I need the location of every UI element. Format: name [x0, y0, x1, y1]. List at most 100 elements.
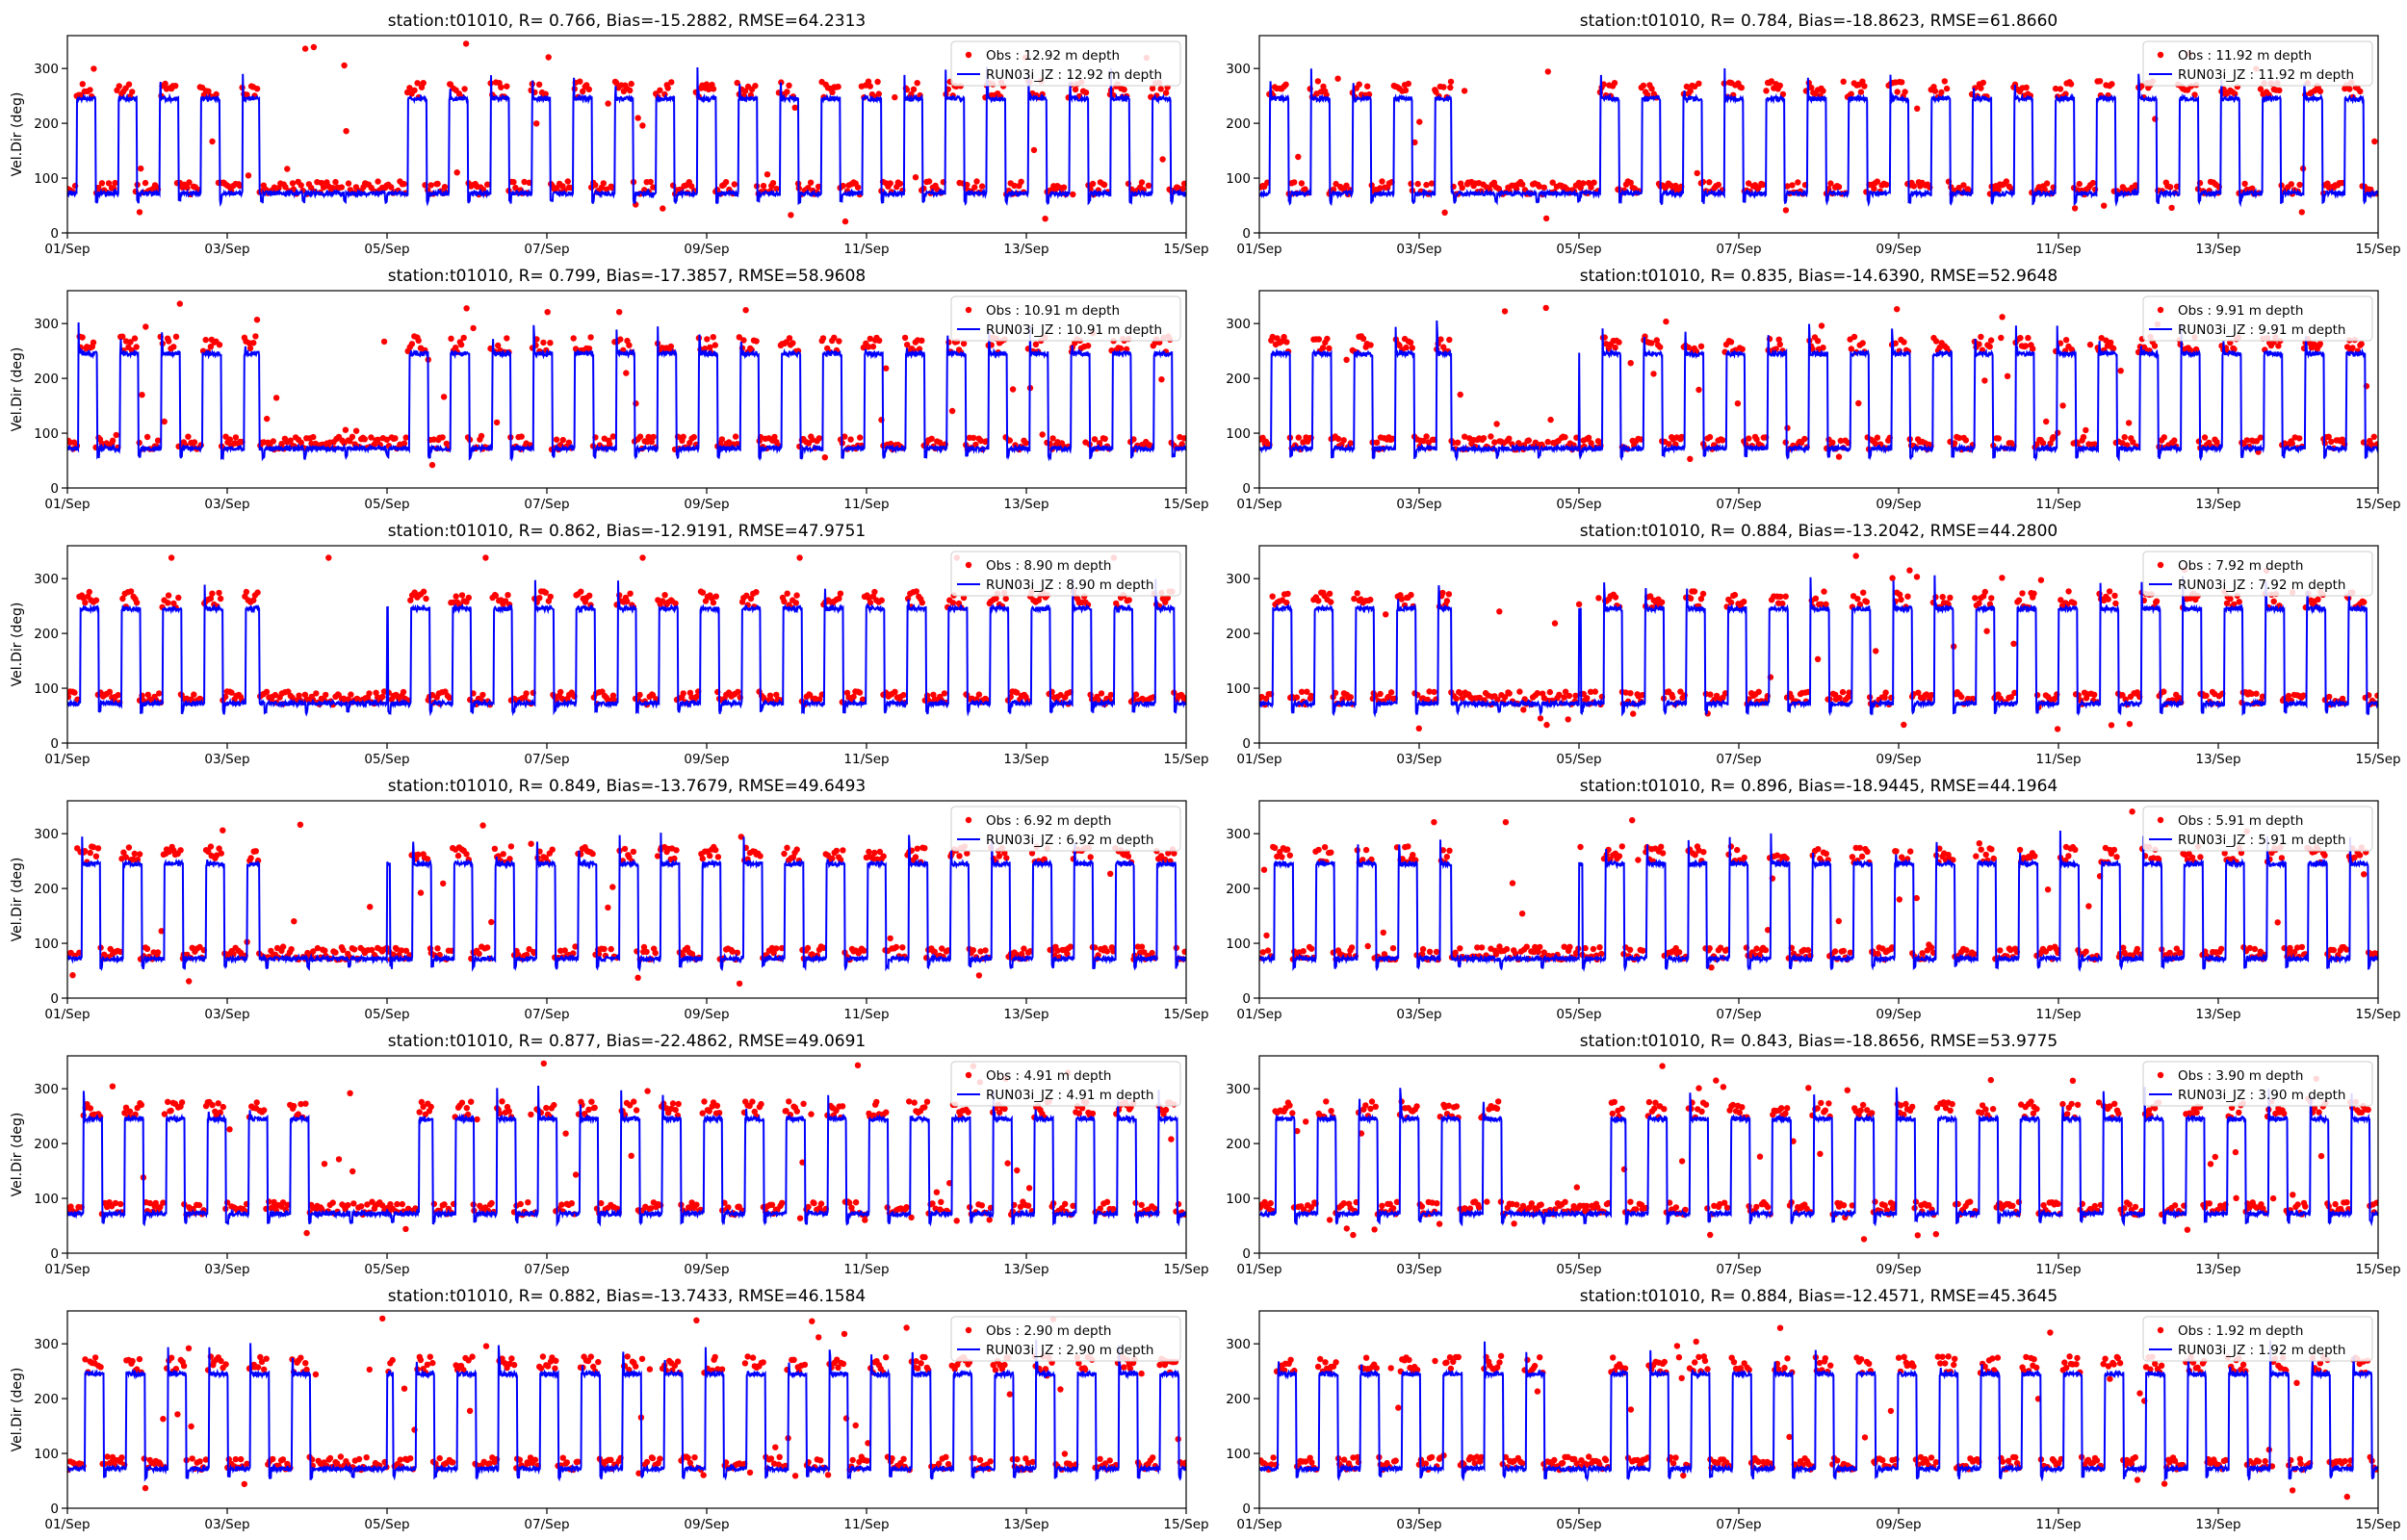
obs-point [2032, 853, 2038, 860]
obs-point [1727, 599, 1735, 606]
plot-area [67, 300, 1186, 469]
obs-point [2019, 590, 2026, 597]
y-tick-label: 300 [34, 317, 59, 332]
obs-point [523, 690, 530, 697]
obs-point [1180, 435, 1186, 442]
obs-point [1892, 340, 1899, 346]
obs-point [758, 1100, 764, 1108]
obs-point [2326, 693, 2333, 701]
obs-point [1831, 948, 1839, 955]
obs-point [1107, 870, 1114, 877]
obs-point [1809, 346, 1816, 352]
obs-point [1588, 440, 1594, 447]
obs-point [920, 185, 927, 192]
obs-point [1402, 87, 1410, 94]
obs-point [414, 80, 421, 87]
obs-point [1896, 591, 1903, 598]
obs-point [252, 848, 259, 855]
obs-point [309, 696, 317, 704]
obs-point [609, 884, 616, 890]
obs-point [2274, 919, 2281, 926]
obs-point [1315, 336, 1323, 343]
obs-point [565, 439, 573, 446]
obs-point [1117, 345, 1125, 352]
obs-point [736, 334, 742, 341]
y-tick-label: 0 [50, 1246, 59, 1262]
obs-point [1776, 341, 1784, 347]
obs-point [1835, 453, 1843, 460]
obs-point [1544, 68, 1552, 75]
obs-point [1962, 437, 1970, 444]
obs-point [209, 590, 216, 597]
obs-point [2062, 337, 2070, 344]
obs-point [1820, 88, 1826, 94]
obs-point [1453, 695, 1460, 703]
obs-point [1340, 437, 1347, 444]
obs-point [1089, 180, 1097, 188]
obs-point [2134, 689, 2140, 696]
obs-point [2217, 945, 2225, 952]
obs-point [591, 1104, 598, 1112]
obs-point [906, 1098, 913, 1105]
obs-point [1476, 694, 1484, 702]
obs-point [439, 434, 446, 441]
obs-point [1958, 693, 1965, 701]
obs-point [1326, 590, 1333, 597]
obs-point [847, 436, 854, 443]
obs-point [1812, 595, 1820, 602]
obs-point [482, 554, 489, 561]
obs-point [349, 433, 356, 440]
obs-point [1658, 599, 1666, 605]
obs-point [1640, 82, 1647, 90]
obs-point [207, 344, 215, 350]
obs-point [805, 1203, 812, 1211]
obs-point [628, 1152, 634, 1160]
x-tick-label: 01/Sep [1236, 497, 1281, 512]
obs-point [144, 691, 151, 698]
x-tick-label: 13/Sep [2195, 242, 2240, 257]
obs-point [1447, 78, 1455, 86]
obs-point [609, 433, 616, 440]
obs-point [2167, 184, 2174, 191]
obs-point [284, 166, 291, 172]
obs-point [1334, 435, 1342, 443]
obs-point [1629, 817, 1636, 824]
subplot-title: station:t01010, R= 0.766, Bias=-15.2882,… [388, 12, 866, 31]
obs-point [786, 82, 792, 90]
obs-point [253, 317, 261, 323]
y-tick-label: 200 [34, 627, 59, 642]
obs-point [960, 340, 968, 347]
obs-point [320, 184, 327, 191]
subplot-title: station:t01010, R= 0.849, Bias=-13.7679,… [388, 777, 866, 796]
obs-point [1320, 83, 1327, 90]
y-tick-label: 200 [34, 372, 59, 387]
obs-point [289, 180, 297, 187]
obs-point [722, 179, 730, 186]
obs-point [866, 848, 872, 856]
obs-point [1282, 81, 1289, 89]
obs-point [1433, 948, 1440, 956]
obs-point [883, 1109, 890, 1116]
obs-point [880, 853, 887, 860]
obs-point [609, 692, 617, 699]
obs-point [287, 437, 294, 444]
obs-point [1343, 356, 1350, 363]
obs-point [718, 436, 726, 443]
obs-point [1001, 1105, 1008, 1113]
obs-point [349, 1168, 356, 1175]
obs-point [553, 436, 560, 443]
obs-point [301, 45, 309, 52]
obs-point [116, 83, 123, 90]
x-tick-label: 13/Sep [1003, 497, 1048, 512]
obs-point [184, 184, 191, 192]
obs-point [2098, 335, 2105, 342]
obs-point [1138, 943, 1146, 950]
obs-point [1491, 439, 1498, 446]
obs-point [1428, 180, 1436, 187]
obs-point [760, 182, 767, 190]
obs-point [836, 338, 842, 345]
obs-point [892, 93, 898, 101]
obs-point [2086, 341, 2094, 348]
obs-point [580, 88, 586, 95]
